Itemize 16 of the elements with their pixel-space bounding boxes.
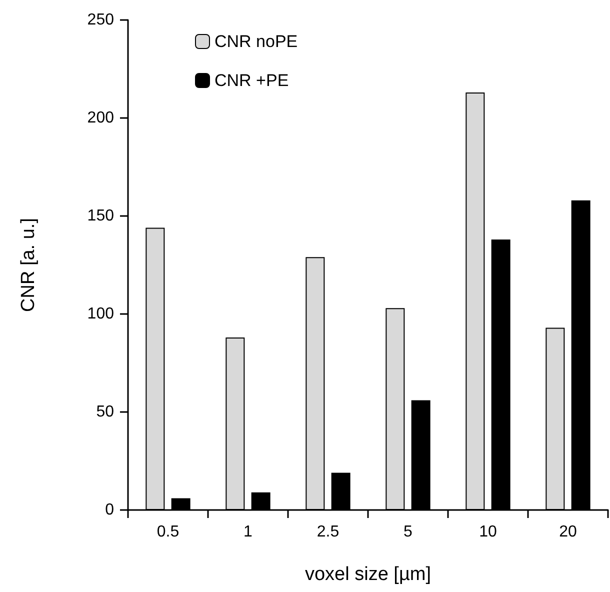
x-tick-label: 2.5	[316, 524, 340, 540]
x-tick-label: 1	[244, 524, 253, 540]
x-tick-label: 10	[479, 524, 497, 540]
legend-label: CNR +PE	[214, 71, 289, 90]
y-axis-title: CNR [a. u.]	[18, 218, 39, 312]
x-tick-label: 20	[559, 524, 577, 540]
y-tick-label: 150	[87, 208, 114, 224]
x-axis-title: voxel size [µm]	[304, 564, 432, 585]
y-tick-label: 100	[87, 306, 114, 322]
y-tick-label: 250	[87, 12, 114, 28]
y-tick-label: 200	[87, 110, 114, 126]
x-tick-label: 5	[404, 524, 413, 540]
y-tick-label: 50	[96, 404, 114, 420]
y-tick-label: 0	[105, 502, 114, 518]
x-tick-label: 0.5	[156, 524, 180, 540]
legend-label: CNR noPE	[214, 32, 298, 51]
